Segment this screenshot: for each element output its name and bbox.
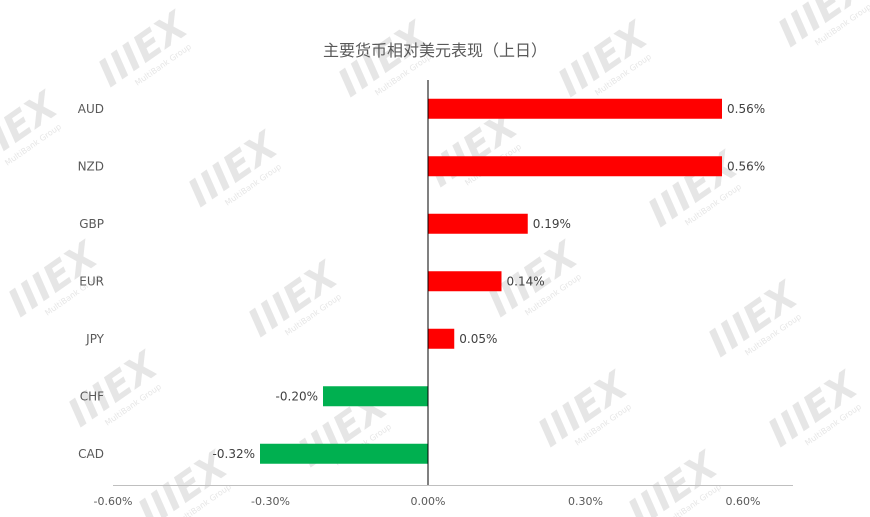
bar-eur <box>428 271 502 292</box>
bar-gbp <box>428 213 528 234</box>
data-label-jpy: 0.05% <box>459 332 497 346</box>
x-tick-label: 0.60% <box>726 495 761 508</box>
data-label-gbp: 0.19% <box>533 217 571 231</box>
bar-cad <box>260 443 428 464</box>
data-label-cad: -0.32% <box>213 447 255 461</box>
labels-group: AUD 0.56% NZD 0.56% GBP 0.19% EUR 0.14% JPY 0.05%… <box>78 102 766 461</box>
category-label-eur: EUR <box>79 274 104 288</box>
category-label-jpy: JPY <box>85 332 105 346</box>
data-label-eur: 0.14% <box>507 274 545 288</box>
x-tick-label: -0.60% <box>94 495 133 508</box>
svg-text:IIIEX: IIIEX <box>620 442 727 517</box>
bar-nzd <box>428 156 722 177</box>
bar-chf <box>323 386 428 407</box>
bar-aud <box>428 98 722 119</box>
category-label-aud: AUD <box>78 102 104 116</box>
x-tick-label: 0.00% <box>411 495 446 508</box>
axes-group: -0.60% -0.30% 0.00% 0.30% 0.60% <box>94 80 793 508</box>
data-label-aud: 0.56% <box>727 102 765 116</box>
x-tick-label: 0.30% <box>568 495 603 508</box>
svg-text:IIIEX: IIIEX <box>770 0 870 55</box>
category-label-nzd: NZD <box>78 159 104 173</box>
data-label-nzd: 0.56% <box>727 159 765 173</box>
bars-group <box>260 98 722 464</box>
category-label-cad: CAD <box>78 447 104 461</box>
data-label-chf: -0.20% <box>276 389 318 403</box>
chart-title: 主要货币相对美元表现（上日） <box>323 41 547 60</box>
category-label-chf: CHF <box>80 389 104 403</box>
category-label-gbp: GBP <box>79 217 104 231</box>
bar-jpy <box>428 328 455 349</box>
x-tick-label: -0.30% <box>251 495 290 508</box>
